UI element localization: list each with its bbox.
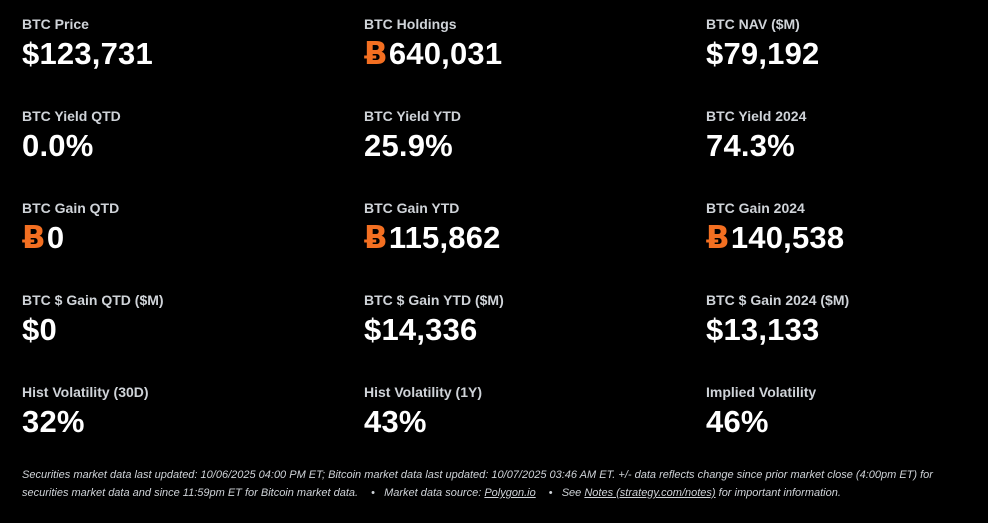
stat-btc-usd-gain-qtd: BTC $ Gain QTD ($M) $0	[22, 290, 364, 382]
footer-bullet: •	[371, 487, 375, 499]
stat-value-container: 25.9%	[364, 127, 706, 165]
stats-grid: BTC Price $123,731 BTC Holdings Ƀ 640,03…	[22, 14, 982, 474]
stat-btc-gain-2024: BTC Gain 2024 Ƀ 140,538	[706, 198, 988, 290]
stat-value-container: 43%	[364, 403, 706, 441]
stats-row-4: BTC $ Gain QTD ($M) $0 BTC $ Gain YTD ($…	[22, 290, 982, 382]
stat-btc-yield-qtd: BTC Yield QTD 0.0%	[22, 106, 364, 198]
footer-updated-text: Securities market data last updated: 10/…	[22, 469, 933, 499]
stat-value-container: $0	[22, 311, 364, 349]
stat-btc-usd-gain-ytd: BTC $ Gain YTD ($M) $14,336	[364, 290, 706, 382]
stat-value: 0	[46, 220, 65, 255]
stat-value: 115,862	[388, 220, 501, 255]
stat-value: 46%	[706, 404, 769, 439]
stat-value-container: $123,731	[22, 35, 364, 73]
stat-value-container: $13,133	[706, 311, 988, 349]
stat-btc-usd-gain-2024: BTC $ Gain 2024 ($M) $13,133	[706, 290, 988, 382]
footer-bullet: •	[548, 487, 553, 499]
bitcoin-icon: Ƀ	[22, 220, 46, 256]
stat-label: Hist Volatility (1Y)	[364, 384, 482, 400]
stat-value: 32%	[22, 404, 85, 439]
stat-value: 640,031	[388, 36, 503, 71]
stat-btc-nav: BTC NAV ($M) $79,192	[706, 14, 988, 106]
stat-value-container: Ƀ 640,031	[364, 35, 706, 73]
stat-value: $0	[22, 312, 57, 347]
stat-label: BTC NAV ($M)	[706, 16, 800, 32]
bitcoin-icon: Ƀ	[706, 220, 730, 256]
stat-value-container: 32%	[22, 403, 364, 441]
stat-value-container: 74.3%	[706, 127, 988, 165]
stat-value: 43%	[364, 404, 427, 439]
stat-label: BTC Gain QTD	[22, 200, 120, 216]
stat-btc-yield-ytd: BTC Yield YTD 25.9%	[364, 106, 706, 198]
footer-disclaimer: Securities market data last updated: 10/…	[22, 466, 982, 502]
stat-value-container: Ƀ 0	[22, 219, 364, 257]
stat-label: Hist Volatility (30D)	[22, 384, 149, 400]
stat-label: BTC Yield QTD	[22, 108, 121, 124]
stat-value-container: $79,192	[706, 35, 988, 73]
stat-implied-volatility: Implied Volatility 46%	[706, 382, 988, 474]
stat-value: 74.3%	[706, 128, 795, 163]
stat-value: $14,336	[364, 312, 478, 347]
stat-value-container: $14,336	[364, 311, 706, 349]
stat-value: 25.9%	[364, 128, 453, 163]
footer-notes-suffix: for important information.	[715, 487, 841, 499]
notes-link[interactable]: Notes (strategy.com/notes)	[584, 487, 716, 499]
bitcoin-icon: Ƀ	[364, 36, 388, 72]
stat-label: BTC Yield YTD	[364, 108, 461, 124]
stat-value: 140,538	[730, 220, 845, 255]
stat-label: BTC $ Gain QTD ($M)	[22, 292, 164, 308]
stat-label: BTC $ Gain YTD ($M)	[364, 292, 504, 308]
footer-notes-prefix: See	[561, 487, 585, 499]
stat-btc-gain-ytd: BTC Gain YTD Ƀ 115,862	[364, 198, 706, 290]
stat-label: BTC Price	[22, 16, 89, 32]
stat-value-container: 46%	[706, 403, 988, 441]
bitcoin-icon: Ƀ	[364, 220, 388, 256]
stat-label: BTC Gain 2024	[706, 200, 805, 216]
stat-value-container: Ƀ 115,862	[364, 219, 706, 257]
footer-source-prefix: Market data source:	[384, 487, 485, 499]
stat-hist-volatility-30d: Hist Volatility (30D) 32%	[22, 382, 364, 474]
polygon-source-link[interactable]: Polygon.io	[484, 487, 536, 499]
stat-btc-gain-qtd: BTC Gain QTD Ƀ 0	[22, 198, 364, 290]
stats-row-1: BTC Price $123,731 BTC Holdings Ƀ 640,03…	[22, 14, 982, 106]
stats-row-3: BTC Gain QTD Ƀ 0 BTC Gain YTD Ƀ 115,862 …	[22, 198, 982, 290]
stats-row-5: Hist Volatility (30D) 32% Hist Volatilit…	[22, 382, 982, 474]
stat-value: 0.0%	[22, 128, 94, 163]
stat-btc-price: BTC Price $123,731	[22, 14, 364, 106]
stats-row-2: BTC Yield QTD 0.0% BTC Yield YTD 25.9% B…	[22, 106, 982, 198]
stat-label: BTC Gain YTD	[364, 200, 460, 216]
stat-value: $123,731	[22, 36, 153, 71]
stat-value: $13,133	[706, 312, 820, 347]
stat-value: $79,192	[706, 36, 820, 71]
stat-btc-holdings: BTC Holdings Ƀ 640,031	[364, 14, 706, 106]
stat-value-container: Ƀ 140,538	[706, 219, 988, 257]
stat-btc-yield-2024: BTC Yield 2024 74.3%	[706, 106, 988, 198]
stat-label: Implied Volatility	[706, 384, 817, 400]
stat-label: BTC Yield 2024	[706, 108, 807, 124]
stat-label: BTC $ Gain 2024 ($M)	[706, 292, 850, 308]
stat-label: BTC Holdings	[364, 16, 457, 32]
stat-hist-volatility-1y: Hist Volatility (1Y) 43%	[364, 382, 706, 474]
stat-value-container: 0.0%	[22, 127, 364, 165]
